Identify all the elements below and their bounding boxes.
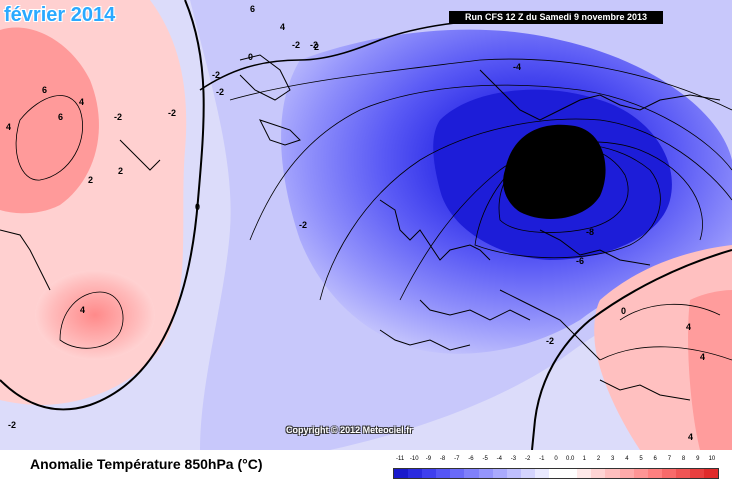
contour-label: 6 xyxy=(250,4,255,14)
color-scale-tick-label: 1 xyxy=(582,456,587,462)
warm-anomaly-greenland xyxy=(0,27,99,214)
color-scale-swatch xyxy=(675,469,690,478)
color-scale-swatch xyxy=(549,469,564,478)
contour-label: 0 xyxy=(195,202,200,212)
color-scale-tick-label: -7 xyxy=(454,456,460,462)
color-scale-swatch xyxy=(577,469,592,478)
contour-label: 4 xyxy=(80,305,85,315)
color-scale-swatch xyxy=(408,469,423,478)
contour-label: 4 xyxy=(686,322,691,332)
color-scale-swatch xyxy=(689,469,705,478)
color-scale-tick-label: 2 xyxy=(596,456,601,462)
color-scale-tick-label: 0.0 xyxy=(566,456,575,462)
color-scale-swatch xyxy=(605,469,620,478)
contour-label: 4 xyxy=(79,97,84,107)
contour-labels: -10 -8 -6 -4 -2 -2 -2 -2 -2 -2 0 0 0 2 2… xyxy=(6,4,705,442)
color-scale-tick-label: 3 xyxy=(611,456,615,462)
color-scale-swatch xyxy=(422,469,437,478)
color-scale-swatch xyxy=(704,469,719,478)
color-scale-swatch xyxy=(619,469,634,478)
contour-label: -2 xyxy=(212,70,220,80)
contour-label: 6 xyxy=(58,112,63,122)
color-scale-swatch xyxy=(436,469,451,478)
contour-label: -2 xyxy=(216,87,224,97)
extreme-cold-core xyxy=(503,124,606,219)
color-scale-swatch xyxy=(520,469,535,478)
temperature-anomaly-map: -10 -8 -6 -4 -2 -2 -2 -2 -2 -2 0 0 0 2 2… xyxy=(0,0,732,450)
legend-title: Anomalie Température 850hPa (°C) xyxy=(30,456,263,472)
warm-anomaly-east-inner xyxy=(688,290,732,450)
color-scale-swatch xyxy=(661,469,676,478)
color-scale-swatch xyxy=(633,469,648,478)
contour-label: 2 xyxy=(118,166,123,176)
contour-label: -2 xyxy=(114,112,122,122)
anomaly-contours xyxy=(15,58,732,361)
contour-label: 6 xyxy=(42,85,47,95)
contour-label: 2 xyxy=(314,42,319,52)
color-scale-swatch xyxy=(464,469,479,478)
color-scale-tick-label: 0 xyxy=(554,456,558,462)
warm-anomaly-atlantic xyxy=(35,270,155,360)
color-scale-tick-label: -11 xyxy=(395,456,405,462)
color-scale-tick-label: -5 xyxy=(482,456,488,462)
color-scale-tick-label: -1 xyxy=(539,456,545,462)
color-scale-tick-label: -2 xyxy=(524,456,531,462)
color-scale-tick-label: 6 xyxy=(653,456,657,462)
color-scale-tick-label: 7 xyxy=(667,456,672,462)
zero-contour-east xyxy=(531,249,732,450)
color-scale-tick-label: -4 xyxy=(496,456,502,462)
color-scale-swatch xyxy=(534,469,550,478)
color-scale-tick-label: -10 xyxy=(409,456,419,462)
color-scale-tick-label: 10 xyxy=(708,456,716,462)
contour-label: 4 xyxy=(6,122,11,132)
contour-label: -8 xyxy=(586,227,594,237)
contour-label: 0 xyxy=(248,52,253,62)
color-scale-swatch xyxy=(506,469,521,478)
color-scale-tick-label: -6 xyxy=(468,456,474,462)
color-scale-tick-label: 4 xyxy=(625,456,629,462)
color-scale-swatch xyxy=(478,469,493,478)
contour-label: 4 xyxy=(688,432,693,442)
run-label: Run CFS 12 Z du Samedi 9 novembre 2013 xyxy=(449,11,663,24)
contour-label: 0 xyxy=(621,306,626,316)
contour-label: -2 xyxy=(310,40,318,50)
contour-label: -2 xyxy=(546,336,554,346)
color-scale-tick-label: 9 xyxy=(696,456,700,462)
color-scale-ticks: -11 -10 -9 -8 -7 -6 -5 -4 -3 -2 -1 0 0.0 1 2 3 4 5 6 7 8 9 10 xyxy=(393,456,719,466)
color-scale-tick-label: -3 xyxy=(510,456,517,462)
color-scale-tick-label: -9 xyxy=(425,456,432,462)
contour-label: -2 xyxy=(8,420,16,430)
color-scale-swatch xyxy=(647,469,662,478)
color-scale-tick-label: -8 xyxy=(439,456,446,462)
coastlines xyxy=(0,54,721,401)
contour-label: -2 xyxy=(299,220,307,230)
contour-label: -4 xyxy=(513,62,521,72)
legend-footer: Anomalie Température 850hPa (°C) -11 -10-… xyxy=(0,450,732,488)
color-scale-swatch xyxy=(492,469,507,478)
color-scale: -11 -10 -9 -8 -7 -6 -5 -4 -3 -2 -1 0 0.0 1 2 3 4 5 6 7 8 9 10 xyxy=(393,456,719,486)
color-scale-tick-label: 8 xyxy=(681,456,686,462)
map-title: février 2014 xyxy=(4,4,116,26)
color-scale-swatch xyxy=(591,469,606,478)
color-scale-swatch xyxy=(450,469,465,478)
contour-label: 4 xyxy=(280,22,285,32)
color-scale-swatch xyxy=(394,469,409,478)
contour-label: -10 xyxy=(556,124,569,134)
color-scale-bar xyxy=(393,468,719,479)
color-scale-tick-label: 5 xyxy=(639,456,643,462)
contour-label: -6 xyxy=(576,256,584,266)
contour-label: -2 xyxy=(168,108,176,118)
contour-label: 2 xyxy=(88,175,93,185)
copyright-text: Copyright © 2012 Meteociel.fr xyxy=(286,425,413,435)
color-scale-swatch xyxy=(563,469,578,478)
contour-label: 4 xyxy=(700,352,705,362)
contour-label: -2 xyxy=(292,40,300,50)
